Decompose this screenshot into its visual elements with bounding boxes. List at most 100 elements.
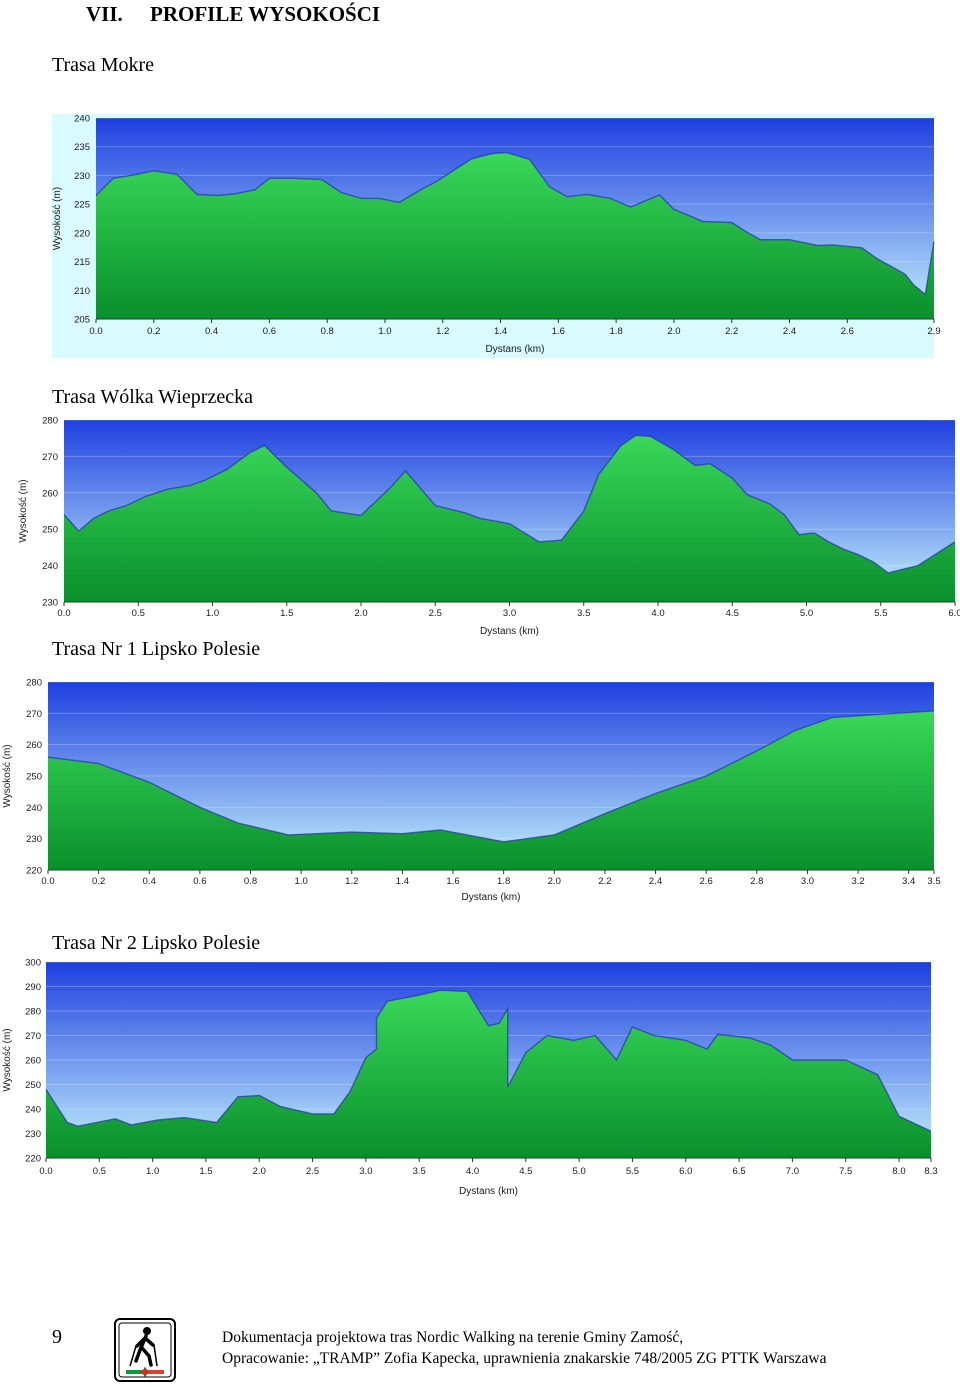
y-tick-label: 225 xyxy=(74,200,90,211)
x-tick-label: 1.8 xyxy=(497,876,510,887)
x-tick-label: 3.5 xyxy=(413,1166,426,1177)
y-tick-label: 230 xyxy=(42,598,58,609)
x-tick-label: 1.2 xyxy=(345,876,358,887)
y-tick-label: 280 xyxy=(25,1007,41,1018)
y-tick-label: 260 xyxy=(25,1056,41,1067)
x-tick-label: 0.0 xyxy=(57,608,70,619)
elevation-line xyxy=(47,710,935,843)
y-tick-label: 270 xyxy=(42,452,58,463)
y-tick-label: 240 xyxy=(74,114,90,125)
page-heading: VII. PROFILE WYSOKOŚCI xyxy=(86,2,380,27)
elevation-line xyxy=(45,989,932,1132)
section-title: PROFILE WYSOKOŚCI xyxy=(150,2,381,26)
y-tick-label: 240 xyxy=(42,561,58,572)
y-tick-label: 220 xyxy=(74,228,90,239)
x-tick-label: 8.0 xyxy=(892,1166,905,1177)
y-tick-label: 280 xyxy=(42,416,58,427)
x-tick-label: 3.4 xyxy=(902,876,915,887)
chart-title-lipsko-1: Trasa Nr 1 Lipsko Polesie xyxy=(52,638,261,660)
y-axis-title: Wysokość (m) xyxy=(2,744,13,807)
y-axis-title: Wysokość (m) xyxy=(2,1028,13,1091)
x-axis-title: Dystans (km) xyxy=(486,344,545,355)
x-tick-label: 7.5 xyxy=(839,1166,852,1177)
x-tick-label: 2.0 xyxy=(667,326,680,337)
y-tick-label: 250 xyxy=(42,525,58,536)
y-tick-label: 260 xyxy=(42,488,58,499)
y-tick-label: 220 xyxy=(25,1154,41,1165)
x-tick-label: 3.5 xyxy=(927,876,940,887)
x-tick-label: 0.8 xyxy=(244,876,257,887)
y-tick-label: 205 xyxy=(74,315,90,326)
x-tick-label: 6.0 xyxy=(679,1166,692,1177)
section-number: VII. xyxy=(86,2,123,26)
x-tick-label: 8.3 xyxy=(924,1166,937,1177)
x-tick-label: 4.5 xyxy=(726,608,739,619)
x-tick-label: 2.4 xyxy=(649,876,662,887)
x-tick-label: 0.4 xyxy=(143,876,156,887)
chart-title-mokre: Trasa Mokre xyxy=(52,54,155,76)
x-tick-label: 0.0 xyxy=(41,876,54,887)
page-number: 9 xyxy=(52,1326,62,1348)
footer-line-2: Opracowanie: „TRAMP” Zofia Kapecka, upra… xyxy=(222,1350,827,1367)
elevation-profile-chart-wolka: 230 240 250 260 270 280 0.0 0.5 1.0 1.5 2.0 2.5 3.0 3… xyxy=(0,410,960,640)
x-tick-label: 0.5 xyxy=(93,1166,106,1177)
x-tick-label: 6.5 xyxy=(732,1166,745,1177)
y-axis-title: Wysokość (m) xyxy=(52,187,63,250)
x-tick-label: 3.2 xyxy=(851,876,864,887)
x-tick-label: 2.5 xyxy=(306,1166,319,1177)
x-tick-label: 1.5 xyxy=(199,1166,212,1177)
x-tick-label: 1.6 xyxy=(446,876,459,887)
elevation-area xyxy=(48,710,934,870)
x-tick-label: 1.0 xyxy=(295,876,308,887)
y-tick-label: 280 xyxy=(26,678,42,689)
chart-title-wolka: Trasa Wólka Wieprzecka xyxy=(52,386,253,408)
x-tick-label: 7.0 xyxy=(786,1166,799,1177)
x-tick-label: 1.2 xyxy=(436,326,449,337)
y-tick-label: 215 xyxy=(74,257,90,268)
y-tick-label: 250 xyxy=(25,1080,41,1091)
x-tick-label: 2.9 xyxy=(927,326,940,337)
x-tick-label: 0.4 xyxy=(205,326,218,337)
x-tick-label: 0.2 xyxy=(147,326,160,337)
x-tick-label: 3.0 xyxy=(801,876,814,887)
x-tick-label: 4.0 xyxy=(466,1166,479,1177)
y-tick-label: 300 xyxy=(25,958,41,969)
y-tick-label: 230 xyxy=(26,834,42,845)
x-tick-label: 2.6 xyxy=(841,326,854,337)
x-tick-label: 0.6 xyxy=(263,326,276,337)
x-tick-label: 3.0 xyxy=(503,608,516,619)
elevation-profile-chart-lipsko-2: 220 230 240 250 260 270 280 290 300 0.0 0.5 1.0 1.5 2… xyxy=(0,952,960,1202)
x-tick-label: 1.4 xyxy=(396,876,409,887)
x-tick-label: 1.0 xyxy=(206,608,219,619)
x-tick-label: 5.0 xyxy=(573,1166,586,1177)
y-tick-label: 220 xyxy=(26,866,42,877)
x-tick-label: 1.0 xyxy=(146,1166,159,1177)
y-axis-title: Wysokość (m) xyxy=(18,479,29,542)
x-tick-label: 2.5 xyxy=(429,608,442,619)
x-tick-label: 2.6 xyxy=(700,876,713,887)
elevation-area xyxy=(96,152,934,319)
x-axis-title: Dystans (km) xyxy=(480,626,539,637)
x-tick-label: 4.0 xyxy=(651,608,664,619)
x-tick-label: 0.0 xyxy=(89,326,102,337)
x-tick-label: 2.2 xyxy=(598,876,611,887)
x-tick-label: 0.8 xyxy=(321,326,334,337)
y-tick-label: 290 xyxy=(25,982,41,993)
x-tick-label: 3.5 xyxy=(577,608,590,619)
y-tick-label: 230 xyxy=(74,171,90,182)
x-tick-label: 1.0 xyxy=(378,326,391,337)
y-tick-label: 250 xyxy=(26,772,42,783)
elevation-line xyxy=(95,151,935,296)
x-tick-label: 0.5 xyxy=(132,608,145,619)
x-tick-label: 2.0 xyxy=(253,1166,266,1177)
x-axis-title: Dystans (km) xyxy=(462,892,521,903)
y-tick-label: 240 xyxy=(25,1105,41,1116)
x-tick-label: 6.0 xyxy=(948,608,960,619)
x-tick-label: 2.0 xyxy=(548,876,561,887)
x-tick-label: 0.0 xyxy=(39,1166,52,1177)
x-tick-label: 5.0 xyxy=(800,608,813,619)
x-tick-label: 1.8 xyxy=(610,326,623,337)
x-tick-label: 0.6 xyxy=(193,876,206,887)
y-tick-label: 235 xyxy=(74,142,90,153)
chart-title-lipsko-2: Trasa Nr 2 Lipsko Polesie xyxy=(52,932,261,954)
